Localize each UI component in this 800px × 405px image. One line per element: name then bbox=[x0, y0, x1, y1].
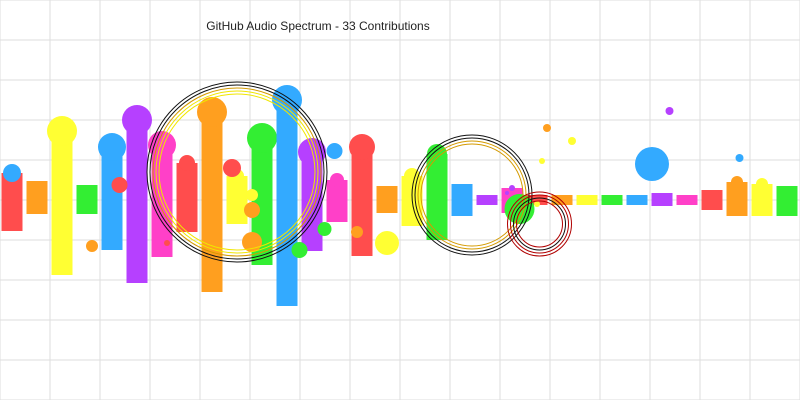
dots-group bbox=[86, 107, 744, 258]
spectrum-bar bbox=[201, 112, 223, 292]
particle-dot bbox=[246, 189, 258, 201]
bar-cap-dot bbox=[272, 85, 302, 115]
spectrum-bar bbox=[226, 176, 248, 224]
ripple-ring bbox=[420, 143, 524, 247]
bar-cap-dot bbox=[98, 133, 126, 161]
ripple-ring bbox=[507, 191, 572, 257]
ripple-ring bbox=[414, 137, 530, 253]
spectrum-bar bbox=[51, 131, 73, 275]
spectrum-bar bbox=[101, 147, 123, 250]
particle-dot bbox=[375, 231, 399, 255]
particle-dot bbox=[326, 143, 343, 159]
bar-cap-dot bbox=[756, 178, 768, 190]
spectrum-bar bbox=[426, 154, 448, 240]
bar-cap-dot bbox=[330, 173, 344, 187]
ripple-ring bbox=[152, 87, 322, 257]
spectrum-bar bbox=[76, 185, 98, 214]
spectrum-bar bbox=[126, 120, 148, 283]
particle-dot bbox=[635, 147, 669, 181]
spectrum-bar bbox=[651, 193, 673, 206]
spectrum-bar bbox=[1, 173, 23, 231]
bar-cap-dot bbox=[197, 97, 227, 127]
spectrum-bar bbox=[476, 195, 498, 205]
bar-cap-dot bbox=[509, 185, 515, 191]
bar-cap-dot bbox=[47, 116, 77, 146]
spectrum-bar bbox=[326, 180, 348, 222]
rings-group bbox=[146, 81, 572, 263]
ripple-ring bbox=[158, 93, 316, 251]
spectrum-bar bbox=[351, 147, 373, 256]
particle-dot bbox=[291, 242, 308, 258]
particle-dot bbox=[244, 202, 260, 218]
ripple-ring bbox=[516, 200, 563, 248]
spectrum-bar bbox=[276, 100, 298, 306]
spectrum-bar bbox=[451, 184, 473, 216]
spectrum-bar bbox=[676, 195, 698, 205]
ripple-ring bbox=[513, 197, 566, 251]
ripple-ring bbox=[146, 81, 328, 263]
particle-dot bbox=[539, 158, 545, 164]
spectrum-bar bbox=[776, 186, 798, 216]
spectrum-bar bbox=[26, 181, 48, 214]
ripple-ring bbox=[510, 194, 569, 254]
ripple-ring bbox=[149, 84, 325, 260]
bar-cap-dot bbox=[3, 164, 21, 182]
particle-dot bbox=[317, 222, 332, 236]
bar-cap-dot bbox=[404, 168, 420, 184]
chart-title: GitHub Audio Spectrum - 33 Contributions bbox=[206, 19, 429, 33]
particle-dot bbox=[665, 107, 674, 115]
spectrum-bar bbox=[376, 186, 398, 213]
particle-dot bbox=[164, 240, 170, 246]
particle-dot bbox=[351, 226, 363, 238]
spectrum-bar bbox=[576, 195, 598, 205]
particle-dot bbox=[111, 177, 128, 193]
particle-dot bbox=[223, 159, 241, 177]
spectrum-bar bbox=[726, 182, 748, 216]
spectrum-bar bbox=[751, 184, 773, 216]
spectrum-bar bbox=[176, 163, 198, 232]
spectrum-bar bbox=[551, 195, 573, 205]
ripple-ring bbox=[411, 134, 533, 256]
bar-cap-dot bbox=[122, 105, 152, 135]
spectrum-bar bbox=[526, 195, 548, 205]
bar-cap-dot bbox=[731, 176, 743, 188]
bars-group bbox=[1, 85, 798, 306]
particle-dot bbox=[534, 201, 540, 207]
spectrum-bar bbox=[601, 195, 623, 205]
particle-dot bbox=[568, 137, 576, 145]
particle-dot bbox=[505, 191, 509, 195]
bar-cap-dot bbox=[179, 155, 195, 171]
bar-cap-dot bbox=[349, 134, 375, 160]
ripple-ring bbox=[155, 90, 319, 254]
spectrum-bar bbox=[701, 190, 723, 210]
particle-dot bbox=[543, 124, 551, 132]
bar-cap-dot bbox=[247, 123, 277, 153]
spectrum-bar bbox=[626, 195, 648, 205]
particle-dot bbox=[735, 154, 744, 162]
particle-dot bbox=[86, 240, 98, 252]
